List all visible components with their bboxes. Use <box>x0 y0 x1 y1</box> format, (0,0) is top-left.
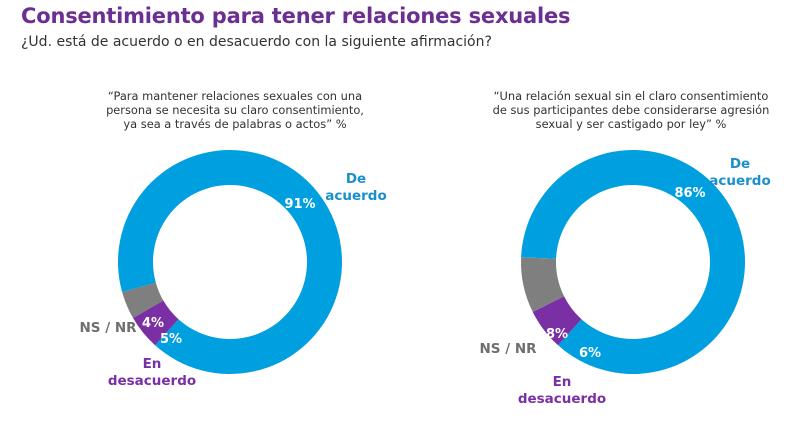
slice-value-label: 4% <box>142 316 164 331</box>
donut-slice-en-desacuerdo <box>532 296 582 346</box>
donut-chart-1: 91% 5%4% De acuerdo En desacuerdo NS / NR <box>79 150 387 389</box>
donut-slice-ns-nr <box>521 257 565 312</box>
donut-slice-en-desacuerdo <box>133 300 179 346</box>
slice-value-label: 8% <box>546 327 568 342</box>
donut-slice-de-acuerdo <box>521 149 745 374</box>
page-subtitle: ¿Ud. está de acuerdo o en desacuerdo con… <box>21 34 492 50</box>
chart-1-question-line: ya sea a través de palabras o actos” % <box>123 117 347 131</box>
chart-1-question-line: “Para mantener relaciones sexuales con u… <box>107 89 363 103</box>
category-label: En desacuerdo <box>518 374 606 407</box>
category-label: NS / NR <box>79 320 137 336</box>
chart-1-question-line: persona se necesita su claro consentimie… <box>106 103 364 117</box>
chart-2-question-line: sexual y ser castigado por ley” % <box>535 117 727 131</box>
category-label: De acuerdo <box>709 156 770 189</box>
category-label: En desacuerdo <box>108 356 196 389</box>
chart-2-question: “Una relación sexual sin el claro consen… <box>466 89 796 131</box>
category-label: De acuerdo <box>325 171 386 204</box>
category-label: NS / NR <box>479 341 537 357</box>
donut-slice-ns-nr <box>122 282 164 318</box>
page-title: Consentimiento para tener relaciones sex… <box>21 4 571 28</box>
chart-2-question-line: “Una relación sexual sin el claro consen… <box>493 89 769 103</box>
slice-value-label: 5% <box>160 332 182 347</box>
donut-chart-2: 86% 6% 8% De acuerdo En desacuerdo NS / NR <box>479 149 771 407</box>
slice-value-label: 91% <box>284 197 315 212</box>
slice-value-label: 6% <box>579 346 601 361</box>
slice-value-label: 86% <box>674 186 705 201</box>
chart-1-question: “Para mantener relaciones sexuales con u… <box>70 89 400 131</box>
donut-slice-de-acuerdo <box>118 150 342 375</box>
chart-2-question-line: de sus participantes debe considerarse a… <box>492 103 770 117</box>
